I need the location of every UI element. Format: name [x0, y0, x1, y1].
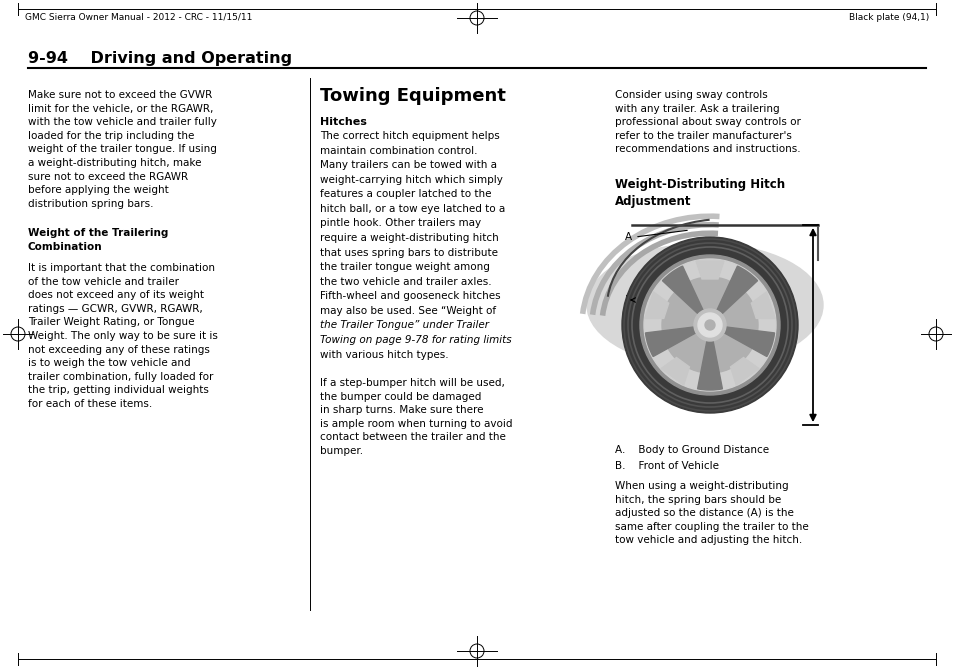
Text: If a step-bumper hitch will be used,
the bumper could be damaged
in sharp turns.: If a step-bumper hitch will be used, the… — [319, 378, 512, 456]
Polygon shape — [730, 357, 759, 385]
Text: weight-carrying hitch which simply: weight-carrying hitch which simply — [319, 175, 502, 185]
Polygon shape — [644, 292, 668, 319]
Ellipse shape — [586, 243, 822, 367]
Text: hitch ball, or a tow eye latched to a: hitch ball, or a tow eye latched to a — [319, 204, 505, 214]
Text: that uses spring bars to distribute: that uses spring bars to distribute — [319, 248, 497, 258]
Polygon shape — [660, 357, 689, 385]
Text: GMC Sierra Owner Manual - 2012 - CRC - 11/15/11: GMC Sierra Owner Manual - 2012 - CRC - 1… — [25, 13, 253, 21]
Polygon shape — [696, 261, 723, 279]
Polygon shape — [751, 292, 775, 319]
Text: Towing Equipment: Towing Equipment — [319, 87, 505, 105]
Text: Weight-Distributing Hitch
Adjustment: Weight-Distributing Hitch Adjustment — [615, 178, 784, 208]
Text: maintain combination control.: maintain combination control. — [319, 146, 477, 156]
Circle shape — [698, 313, 721, 337]
Text: The correct hitch equipment helps: The correct hitch equipment helps — [319, 131, 499, 141]
Wedge shape — [709, 266, 757, 325]
Text: B.    Front of Vehicle: B. Front of Vehicle — [615, 461, 719, 471]
Circle shape — [643, 259, 775, 391]
Text: features a coupler latched to the: features a coupler latched to the — [319, 189, 491, 199]
Text: Hitches: Hitches — [319, 117, 367, 127]
Circle shape — [661, 277, 758, 373]
Wedge shape — [709, 325, 774, 357]
Text: require a weight-distributing hitch: require a weight-distributing hitch — [319, 233, 498, 243]
Text: may also be used. See “Weight of: may also be used. See “Weight of — [319, 306, 496, 316]
Text: with various hitch types.: with various hitch types. — [319, 349, 448, 359]
Text: Make sure not to exceed the GVWR
limit for the vehicle, or the RGAWR,
with the t: Make sure not to exceed the GVWR limit f… — [28, 90, 216, 209]
Text: 9-94    Driving and Operating: 9-94 Driving and Operating — [28, 51, 292, 65]
Text: the two vehicle and trailer axles.: the two vehicle and trailer axles. — [319, 277, 491, 287]
Text: A.    Body to Ground Distance: A. Body to Ground Distance — [615, 445, 768, 455]
Wedge shape — [645, 325, 709, 357]
Text: pintle hook. Other trailers may: pintle hook. Other trailers may — [319, 218, 480, 228]
Text: B: B — [624, 295, 632, 305]
Circle shape — [639, 255, 780, 395]
Text: the trailer tongue weight among: the trailer tongue weight among — [319, 262, 489, 272]
Text: Many trailers can be towed with a: Many trailers can be towed with a — [319, 160, 497, 170]
Wedge shape — [697, 325, 721, 390]
Text: When using a weight-distributing
hitch, the spring bars should be
adjusted so th: When using a weight-distributing hitch, … — [615, 481, 808, 545]
Wedge shape — [661, 266, 709, 325]
Circle shape — [621, 237, 797, 413]
Text: Black plate (94,1): Black plate (94,1) — [848, 13, 928, 21]
Text: It is important that the combination
of the tow vehicle and trailer
does not exc: It is important that the combination of … — [28, 263, 217, 409]
Text: Weight of the Trailering
Combination: Weight of the Trailering Combination — [28, 228, 168, 252]
Circle shape — [693, 309, 725, 341]
Text: Consider using sway controls
with any trailer. Ask a trailering
professional abo: Consider using sway controls with any tr… — [615, 90, 800, 154]
Text: Fifth-wheel and gooseneck hitches: Fifth-wheel and gooseneck hitches — [319, 291, 500, 301]
Text: Towing on page 9-78 for rating limits: Towing on page 9-78 for rating limits — [319, 335, 511, 345]
Text: A: A — [624, 232, 632, 242]
Text: the Trailer Tongue” under Trailer: the Trailer Tongue” under Trailer — [319, 321, 489, 331]
Circle shape — [704, 320, 714, 330]
